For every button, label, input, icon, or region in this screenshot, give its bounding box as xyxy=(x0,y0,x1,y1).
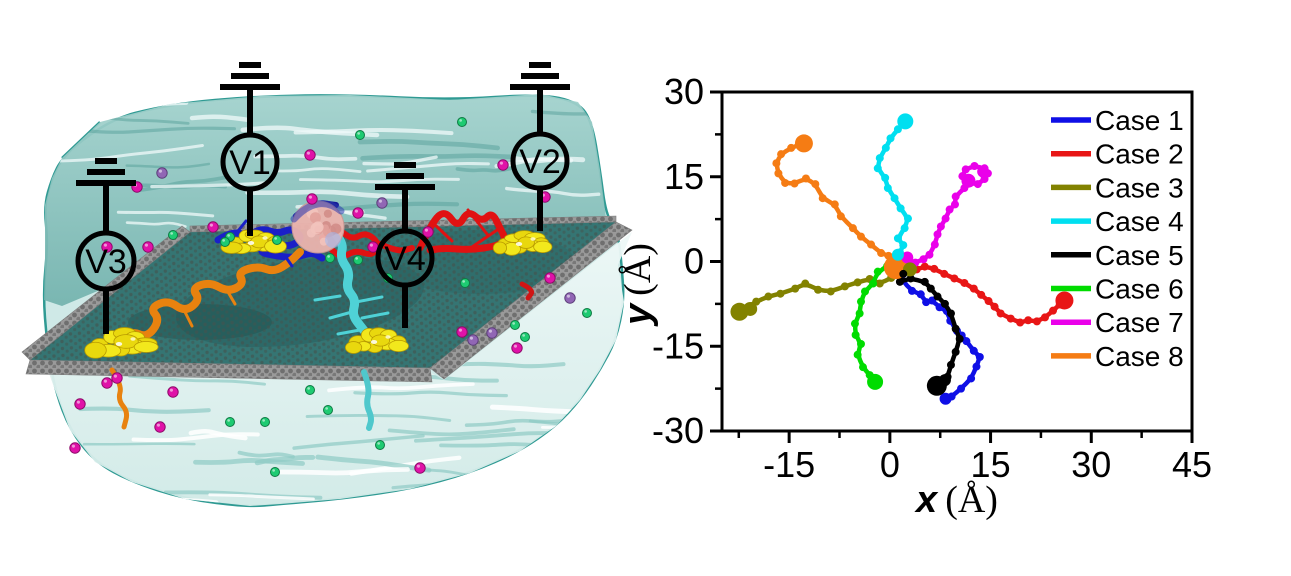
dna-spur xyxy=(328,310,354,320)
ion-layer xyxy=(69,117,592,477)
y-tick-label: 30 xyxy=(664,71,704,112)
legend-item-case-4: Case 4 xyxy=(1051,206,1184,237)
y-tick-label: -15 xyxy=(652,325,704,366)
legend-item-case-8: Case 8 xyxy=(1051,341,1184,372)
x-tick-label: 45 xyxy=(1172,444,1212,485)
trajectory-case-8 xyxy=(772,134,897,264)
end-dot xyxy=(794,134,813,153)
ground-icon xyxy=(394,162,416,168)
legend-item-case-5: Case 5 xyxy=(1051,240,1184,271)
end-dot xyxy=(938,374,951,387)
voltmeter-label: V1 xyxy=(229,144,271,182)
end-dot xyxy=(743,301,758,316)
dna-spur xyxy=(336,328,362,336)
trajectory-case-2 xyxy=(895,260,1074,327)
dna-spur xyxy=(354,295,384,304)
dna-spur xyxy=(283,254,294,268)
legend-item-case-2: Case 2 xyxy=(1051,139,1184,170)
electrode-v2: V2 xyxy=(510,62,570,231)
dna-red-right xyxy=(416,210,508,254)
legend-item-case-6: Case 6 xyxy=(1051,274,1184,305)
ground-icon xyxy=(521,73,559,79)
membrane-edge-front xyxy=(25,359,433,383)
origin-cluster xyxy=(883,248,917,280)
dna-spur xyxy=(360,311,390,320)
legend-label: Case 6 xyxy=(1095,274,1184,305)
end-dot xyxy=(1055,291,1074,310)
dna-orange-sub xyxy=(109,367,130,430)
voltmeter-label: V3 xyxy=(85,243,127,281)
dna-red-sub xyxy=(519,281,535,301)
x-tick-label: -15 xyxy=(763,444,815,485)
gold-pad-4 xyxy=(344,327,409,354)
end-dot xyxy=(867,373,884,390)
end-dot xyxy=(939,392,952,405)
dna-spur xyxy=(183,310,194,328)
y-tick-label: 0 xyxy=(684,241,704,282)
ground-icon xyxy=(386,173,424,179)
legend-label: Case 8 xyxy=(1095,341,1184,372)
electrode-v1: V1 xyxy=(220,62,280,236)
legend-item-case-1: Case 1 xyxy=(1051,105,1184,136)
ground-icon xyxy=(529,62,551,68)
x-tick-label: 15 xyxy=(971,444,1011,485)
end-dot xyxy=(897,113,914,130)
legend-label: Case 7 xyxy=(1095,307,1184,338)
legend-label: Case 3 xyxy=(1095,172,1184,203)
ground-icon xyxy=(510,84,570,90)
y-tick-label: 15 xyxy=(664,156,704,197)
x-tick-label: 30 xyxy=(1071,444,1111,485)
legend-label: Case 1 xyxy=(1095,105,1184,136)
gold-pad-2 xyxy=(492,230,553,256)
legend-label: Case 4 xyxy=(1095,206,1184,237)
dna-spur xyxy=(313,294,342,302)
legend-label: Case 5 xyxy=(1095,240,1184,271)
end-dot xyxy=(961,173,976,188)
dna-cyan xyxy=(327,225,375,343)
nanoparticle-blue-shell xyxy=(290,200,345,223)
electrode-v3: V3 xyxy=(75,158,137,334)
ground-icon xyxy=(220,84,280,90)
dna-orange xyxy=(114,248,304,349)
x-tick-label: 0 xyxy=(880,444,900,485)
dna-spur xyxy=(466,208,489,236)
legend-item-case-7: Case 7 xyxy=(1051,307,1184,338)
legend-item-case-3: Case 3 xyxy=(1051,172,1184,203)
legend-label: Case 2 xyxy=(1095,139,1184,170)
dna-cyan-sub xyxy=(361,369,374,431)
dna-spur xyxy=(236,219,248,233)
membrane-edge-right xyxy=(429,221,633,380)
ground-icon xyxy=(231,73,269,79)
gold-pad-3 xyxy=(84,327,159,359)
trajectory-case-3 xyxy=(730,262,917,321)
electrode-v4: V4 xyxy=(375,162,435,328)
ground-icon xyxy=(239,62,261,68)
voltmeter-label: V2 xyxy=(519,143,561,181)
trajectory-case-6 xyxy=(850,262,892,390)
voltmeter-label: V4 xyxy=(384,240,426,278)
dna-spur xyxy=(226,290,237,306)
y-axis-title: y(Å) xyxy=(617,243,659,327)
ground-icon xyxy=(87,169,125,175)
end-dot xyxy=(977,165,990,178)
trajectory-case-5 xyxy=(891,267,964,396)
y-tick-label: -30 xyxy=(652,410,704,451)
trajectory-case-4 xyxy=(873,113,914,264)
ground-icon xyxy=(375,184,435,190)
trajectory-case-7 xyxy=(892,162,992,267)
membrane-texture xyxy=(30,222,616,368)
dna-spur xyxy=(430,220,454,243)
nanoparticle xyxy=(290,200,345,254)
ground-icon xyxy=(76,180,136,186)
dna-spur xyxy=(470,226,502,249)
ground-icon xyxy=(95,158,117,164)
x-axis-title: x (Å) xyxy=(914,479,998,521)
